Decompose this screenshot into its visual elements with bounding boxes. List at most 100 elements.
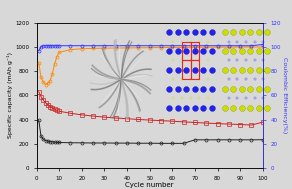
Point: [209, 31, 214, 34]
Point: [167, 31, 172, 34]
Point: [248, 106, 253, 109]
Point: [252, 78, 257, 81]
Point: [192, 87, 197, 90]
Point: [180, 78, 184, 81]
Point: [239, 87, 244, 90]
Point: [201, 106, 206, 109]
Point: [184, 50, 189, 53]
Point: [188, 59, 193, 62]
Point: [197, 97, 201, 100]
Point: [248, 68, 253, 71]
Point: [184, 31, 189, 34]
Point: [265, 31, 270, 34]
Point: [175, 50, 180, 53]
Point: [197, 40, 201, 43]
Point: [184, 87, 189, 90]
Point: [265, 87, 270, 90]
Point: [205, 78, 210, 81]
Y-axis label: Specific capacity (mAh g⁻¹): Specific capacity (mAh g⁻¹): [8, 52, 13, 139]
Point: [201, 31, 206, 34]
Point: [205, 97, 210, 100]
Point: [167, 87, 172, 90]
Point: [171, 97, 176, 100]
Point: [231, 31, 236, 34]
Point: [244, 78, 248, 81]
Point: [192, 68, 197, 71]
Point: [261, 59, 265, 62]
Point: [256, 106, 261, 109]
Point: [231, 87, 236, 90]
Point: [227, 78, 231, 81]
Point: [167, 68, 172, 71]
Point: [239, 31, 244, 34]
Point: [171, 78, 176, 81]
Point: [201, 50, 206, 53]
Point: [223, 87, 227, 90]
Point: [175, 31, 180, 34]
Point: [244, 97, 248, 100]
Y-axis label: Coulombic Efficiency(%): Coulombic Efficiency(%): [282, 57, 287, 134]
Point: [175, 87, 180, 90]
Point: [231, 68, 236, 71]
Point: [265, 68, 270, 71]
Point: [252, 40, 257, 43]
X-axis label: Cycle number: Cycle number: [125, 182, 174, 188]
Point: [231, 106, 236, 109]
Point: [209, 68, 214, 71]
Point: [201, 68, 206, 71]
Bar: [190, 42, 199, 60]
Bar: [182, 42, 190, 60]
Point: [184, 106, 189, 109]
Point: [180, 40, 184, 43]
Point: [256, 31, 261, 34]
Point: [227, 40, 231, 43]
Point: [180, 97, 184, 100]
Point: [227, 59, 231, 62]
Point: [235, 40, 240, 43]
Point: [192, 31, 197, 34]
Point: [188, 40, 193, 43]
Point: [261, 78, 265, 81]
Point: [205, 59, 210, 62]
Point: [171, 59, 176, 62]
Point: [188, 78, 193, 81]
Point: [175, 106, 180, 109]
Point: [248, 87, 253, 90]
Point: [209, 50, 214, 53]
Point: [192, 106, 197, 109]
Point: [235, 97, 240, 100]
Point: [175, 68, 180, 71]
Point: [261, 97, 265, 100]
Point: [256, 50, 261, 53]
Point: [235, 59, 240, 62]
Point: [252, 59, 257, 62]
Point: [248, 50, 253, 53]
Point: [239, 106, 244, 109]
Point: [265, 50, 270, 53]
Point: [244, 40, 248, 43]
Point: [209, 106, 214, 109]
Point: [248, 31, 253, 34]
Point: [256, 87, 261, 90]
Point: [223, 50, 227, 53]
Point: [197, 78, 201, 81]
Point: [231, 50, 236, 53]
Point: [197, 59, 201, 62]
Point: [180, 59, 184, 62]
Point: [244, 59, 248, 62]
Point: [201, 87, 206, 90]
Point: [184, 68, 189, 71]
Point: [171, 40, 176, 43]
Point: [227, 97, 231, 100]
Point: [239, 50, 244, 53]
Point: [209, 87, 214, 90]
Point: [167, 106, 172, 109]
Point: [188, 97, 193, 100]
Point: [223, 31, 227, 34]
Point: [223, 68, 227, 71]
Point: [239, 68, 244, 71]
Bar: [190, 60, 199, 79]
Point: [192, 50, 197, 53]
Point: [205, 40, 210, 43]
Bar: [182, 60, 190, 79]
